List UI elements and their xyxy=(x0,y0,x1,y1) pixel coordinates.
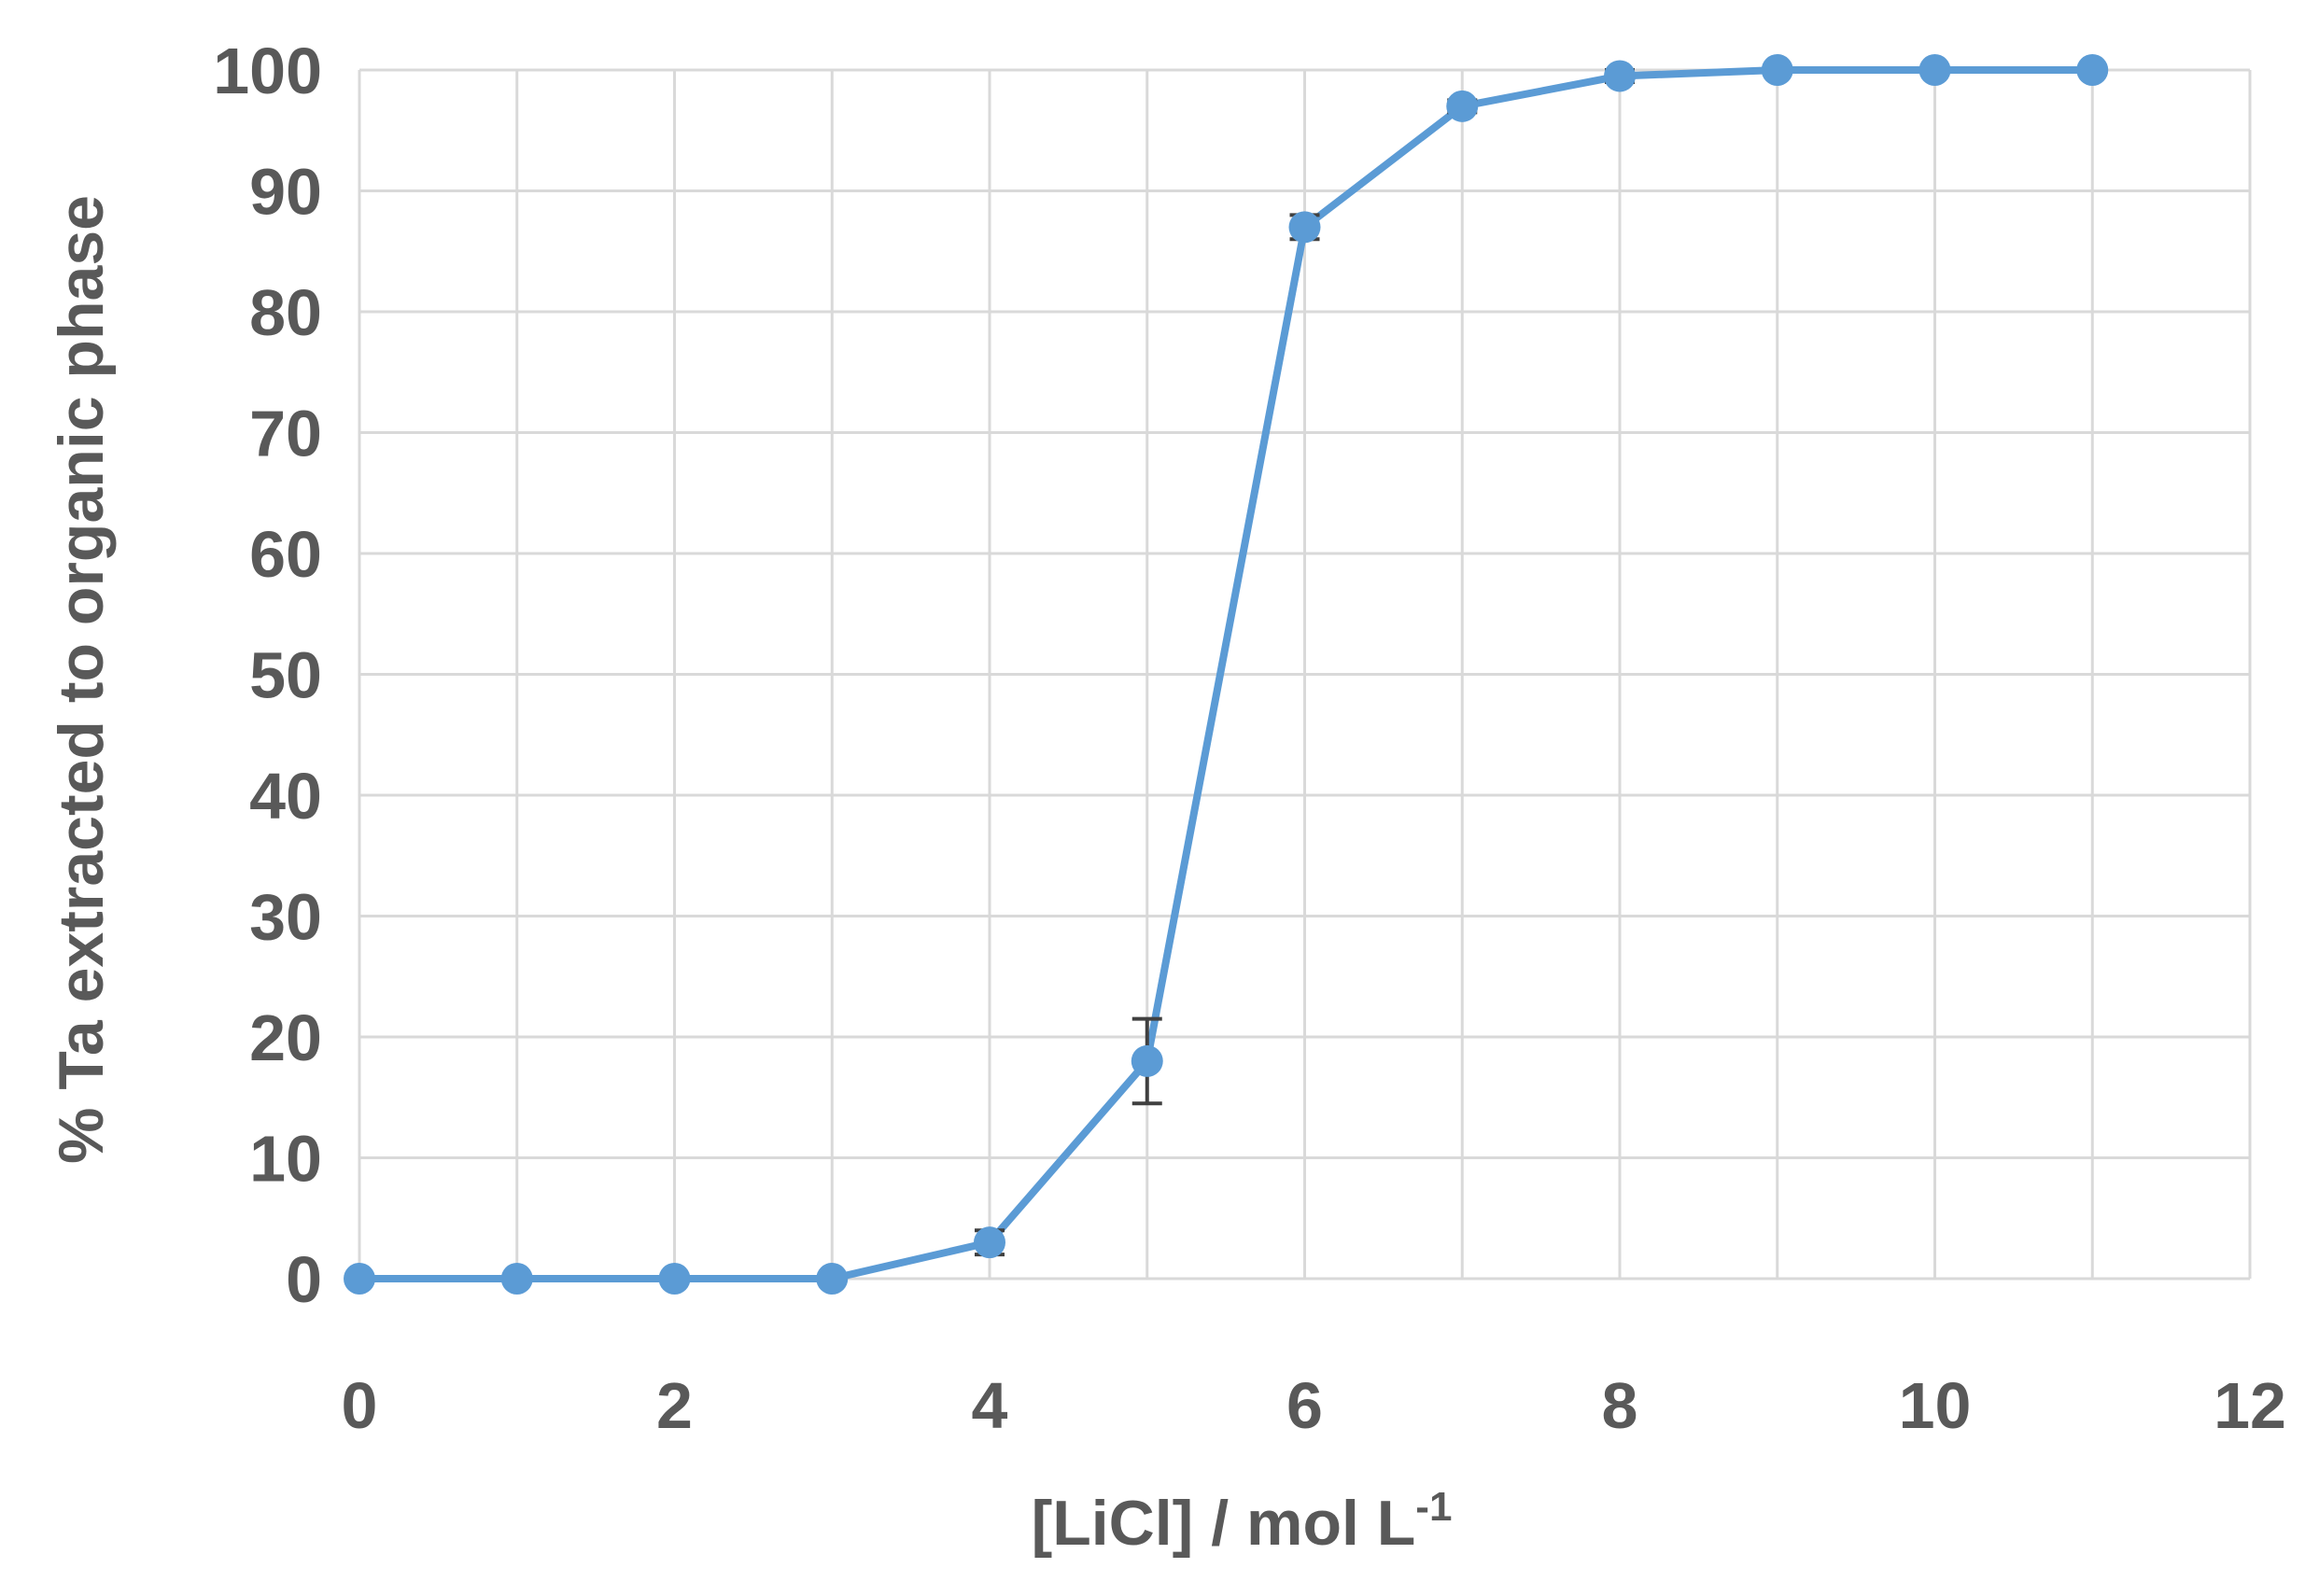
data-point xyxy=(658,1263,691,1295)
data-point xyxy=(500,1263,533,1295)
x-tick-label: 6 xyxy=(1286,1369,1323,1442)
data-point xyxy=(816,1263,849,1295)
y-tick-label: 20 xyxy=(249,1001,322,1074)
y-tick-label: 60 xyxy=(249,518,322,591)
y-tick-label: 30 xyxy=(249,881,322,954)
y-tick-label: 70 xyxy=(249,398,322,470)
x-tick-label: 0 xyxy=(342,1369,378,1442)
grid xyxy=(358,68,2252,1281)
data-point xyxy=(1918,54,1951,86)
series-line xyxy=(356,66,2097,1282)
x-tick-label: 4 xyxy=(972,1369,1008,1442)
data-point xyxy=(974,1226,1005,1259)
y-tick-label: 100 xyxy=(213,35,322,107)
y-tick-label: 40 xyxy=(249,760,322,833)
data-point xyxy=(1604,60,1636,92)
data-point xyxy=(1761,54,1793,86)
y-axis-tick-labels: 0 10 20 30 40 50 60 70 80 90 100 xyxy=(213,35,322,1316)
x-axis-title-superscript: -1 xyxy=(1415,1484,1452,1530)
data-point xyxy=(1288,211,1321,244)
data-point xyxy=(344,1263,375,1295)
data-point xyxy=(2076,54,2109,86)
x-tick-label: 8 xyxy=(1602,1369,1638,1442)
x-tick-label: 2 xyxy=(656,1369,693,1442)
x-axis-title: [LiCl] / mol L-1 xyxy=(1032,1484,1453,1559)
data-point xyxy=(1446,90,1479,122)
x-tick-label: 10 xyxy=(1899,1369,1972,1442)
x-axis-tick-labels: 0 2 4 6 8 10 12 xyxy=(342,1369,2286,1442)
y-tick-label: 50 xyxy=(249,639,322,712)
y-tick-label: 0 xyxy=(286,1243,322,1316)
x-axis-title-text: [LiCl] / mol L xyxy=(1032,1488,1416,1559)
y-tick-label: 80 xyxy=(249,276,322,349)
y-tick-label: 90 xyxy=(249,156,322,229)
data-point xyxy=(1131,1044,1163,1077)
data-series xyxy=(344,54,2109,1295)
x-tick-label: 12 xyxy=(2214,1369,2286,1442)
y-tick-label: 10 xyxy=(249,1123,322,1196)
y-axis-title: % Ta extracted to organic phase xyxy=(46,195,117,1164)
